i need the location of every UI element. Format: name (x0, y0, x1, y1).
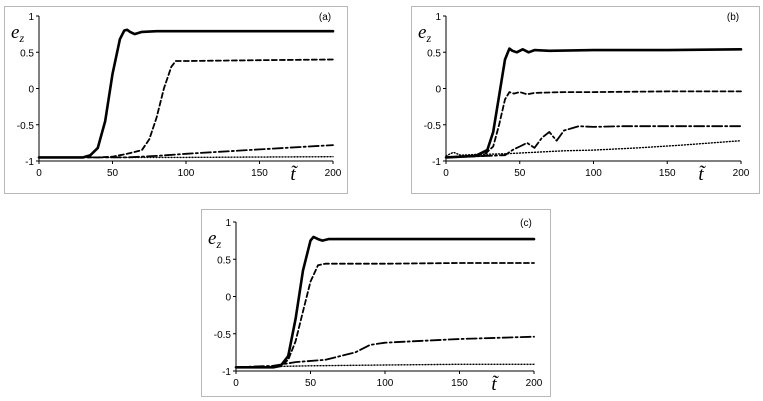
y-tick-label: 0.5 (20, 48, 34, 59)
series-line-dashdot (235, 335, 535, 369)
x-tick-label: 100 (377, 378, 394, 389)
y-tick-label: -0.5 (17, 121, 35, 132)
series-line-dashed (235, 262, 535, 369)
y-tick-label: 1 (435, 12, 441, 23)
chart-b-svg: 0 50 100 150 200 1 0.5 0 -0.5 -1 ez t̃ (b) (418, 12, 750, 185)
x-tick-label: 200 (733, 168, 750, 179)
x-axis-label: t̃ (698, 164, 706, 185)
y-tick-label: -0.5 (214, 330, 232, 341)
y-tick-label: 1 (225, 218, 231, 229)
y-tick-label: 0 (225, 293, 231, 304)
panel-label: (c) (520, 218, 532, 229)
x-tick-label: 150 (451, 378, 468, 389)
x-axis-label: t̃ (491, 374, 499, 395)
y-tick-label: 0 (435, 85, 441, 96)
x-tick-label: 150 (659, 168, 676, 179)
y-tick-label: 0 (28, 85, 34, 96)
series-line-solid (37, 28, 335, 159)
series-line-dotted (445, 139, 742, 157)
series-line-dashdot (38, 144, 334, 159)
panel-label: (a) (319, 12, 331, 23)
x-tick-label: 100 (178, 168, 195, 179)
x-tick-label: 200 (325, 168, 342, 179)
x-tick-label: 0 (36, 168, 42, 179)
y-tick-label: -1 (25, 157, 34, 168)
y-axis-label: ez (11, 22, 24, 45)
x-tick-label: 150 (251, 168, 268, 179)
series-line-dashed (445, 90, 742, 159)
y-tick-label: 1 (28, 12, 34, 23)
chart-panel-c: 0 50 100 150 200 1 0.5 0 -0.5 -1 ez t̃ (c) (201, 209, 551, 397)
x-tick-label: 50 (514, 168, 526, 179)
y-tick-label: -1 (432, 157, 441, 168)
series-line-dashed (38, 58, 334, 159)
y-axis-label: ez (418, 22, 431, 45)
series-line-dotted (235, 363, 535, 369)
y-tick-label: 0.5 (427, 48, 441, 59)
chart-a-svg: 0 50 100 150 200 1 0.5 0 -0.5 -1 ez t̃ (a) (11, 12, 342, 185)
x-tick-label: 0 (443, 168, 449, 179)
series-line-dashdot (445, 125, 742, 159)
y-tick-label: -1 (222, 367, 231, 378)
y-axis-label: ez (208, 228, 221, 251)
series-line-solid (444, 47, 743, 159)
x-tick-label: 50 (305, 378, 317, 389)
x-tick-label: 200 (526, 378, 543, 389)
chart-panel-a: 0 50 100 150 200 1 0.5 0 -0.5 -1 ez t̃ (a) (4, 6, 348, 194)
series-line-solid (234, 235, 536, 369)
x-tick-label: 100 (585, 168, 602, 179)
x-tick-label: 50 (107, 168, 119, 179)
x-tick-label: 0 (233, 378, 239, 389)
y-tick-label: -0.5 (424, 121, 442, 132)
x-axis-label: t̃ (290, 164, 298, 185)
series-line-dotted (38, 155, 334, 159)
y-tick-label: 0.5 (217, 255, 231, 266)
chart-c-svg: 0 50 100 150 200 1 0.5 0 -0.5 -1 ez t̃ (c) (208, 218, 543, 395)
panel-label: (b) (727, 12, 739, 23)
chart-panel-b: 0 50 100 150 200 1 0.5 0 -0.5 -1 ez t̃ (b) (411, 6, 760, 194)
